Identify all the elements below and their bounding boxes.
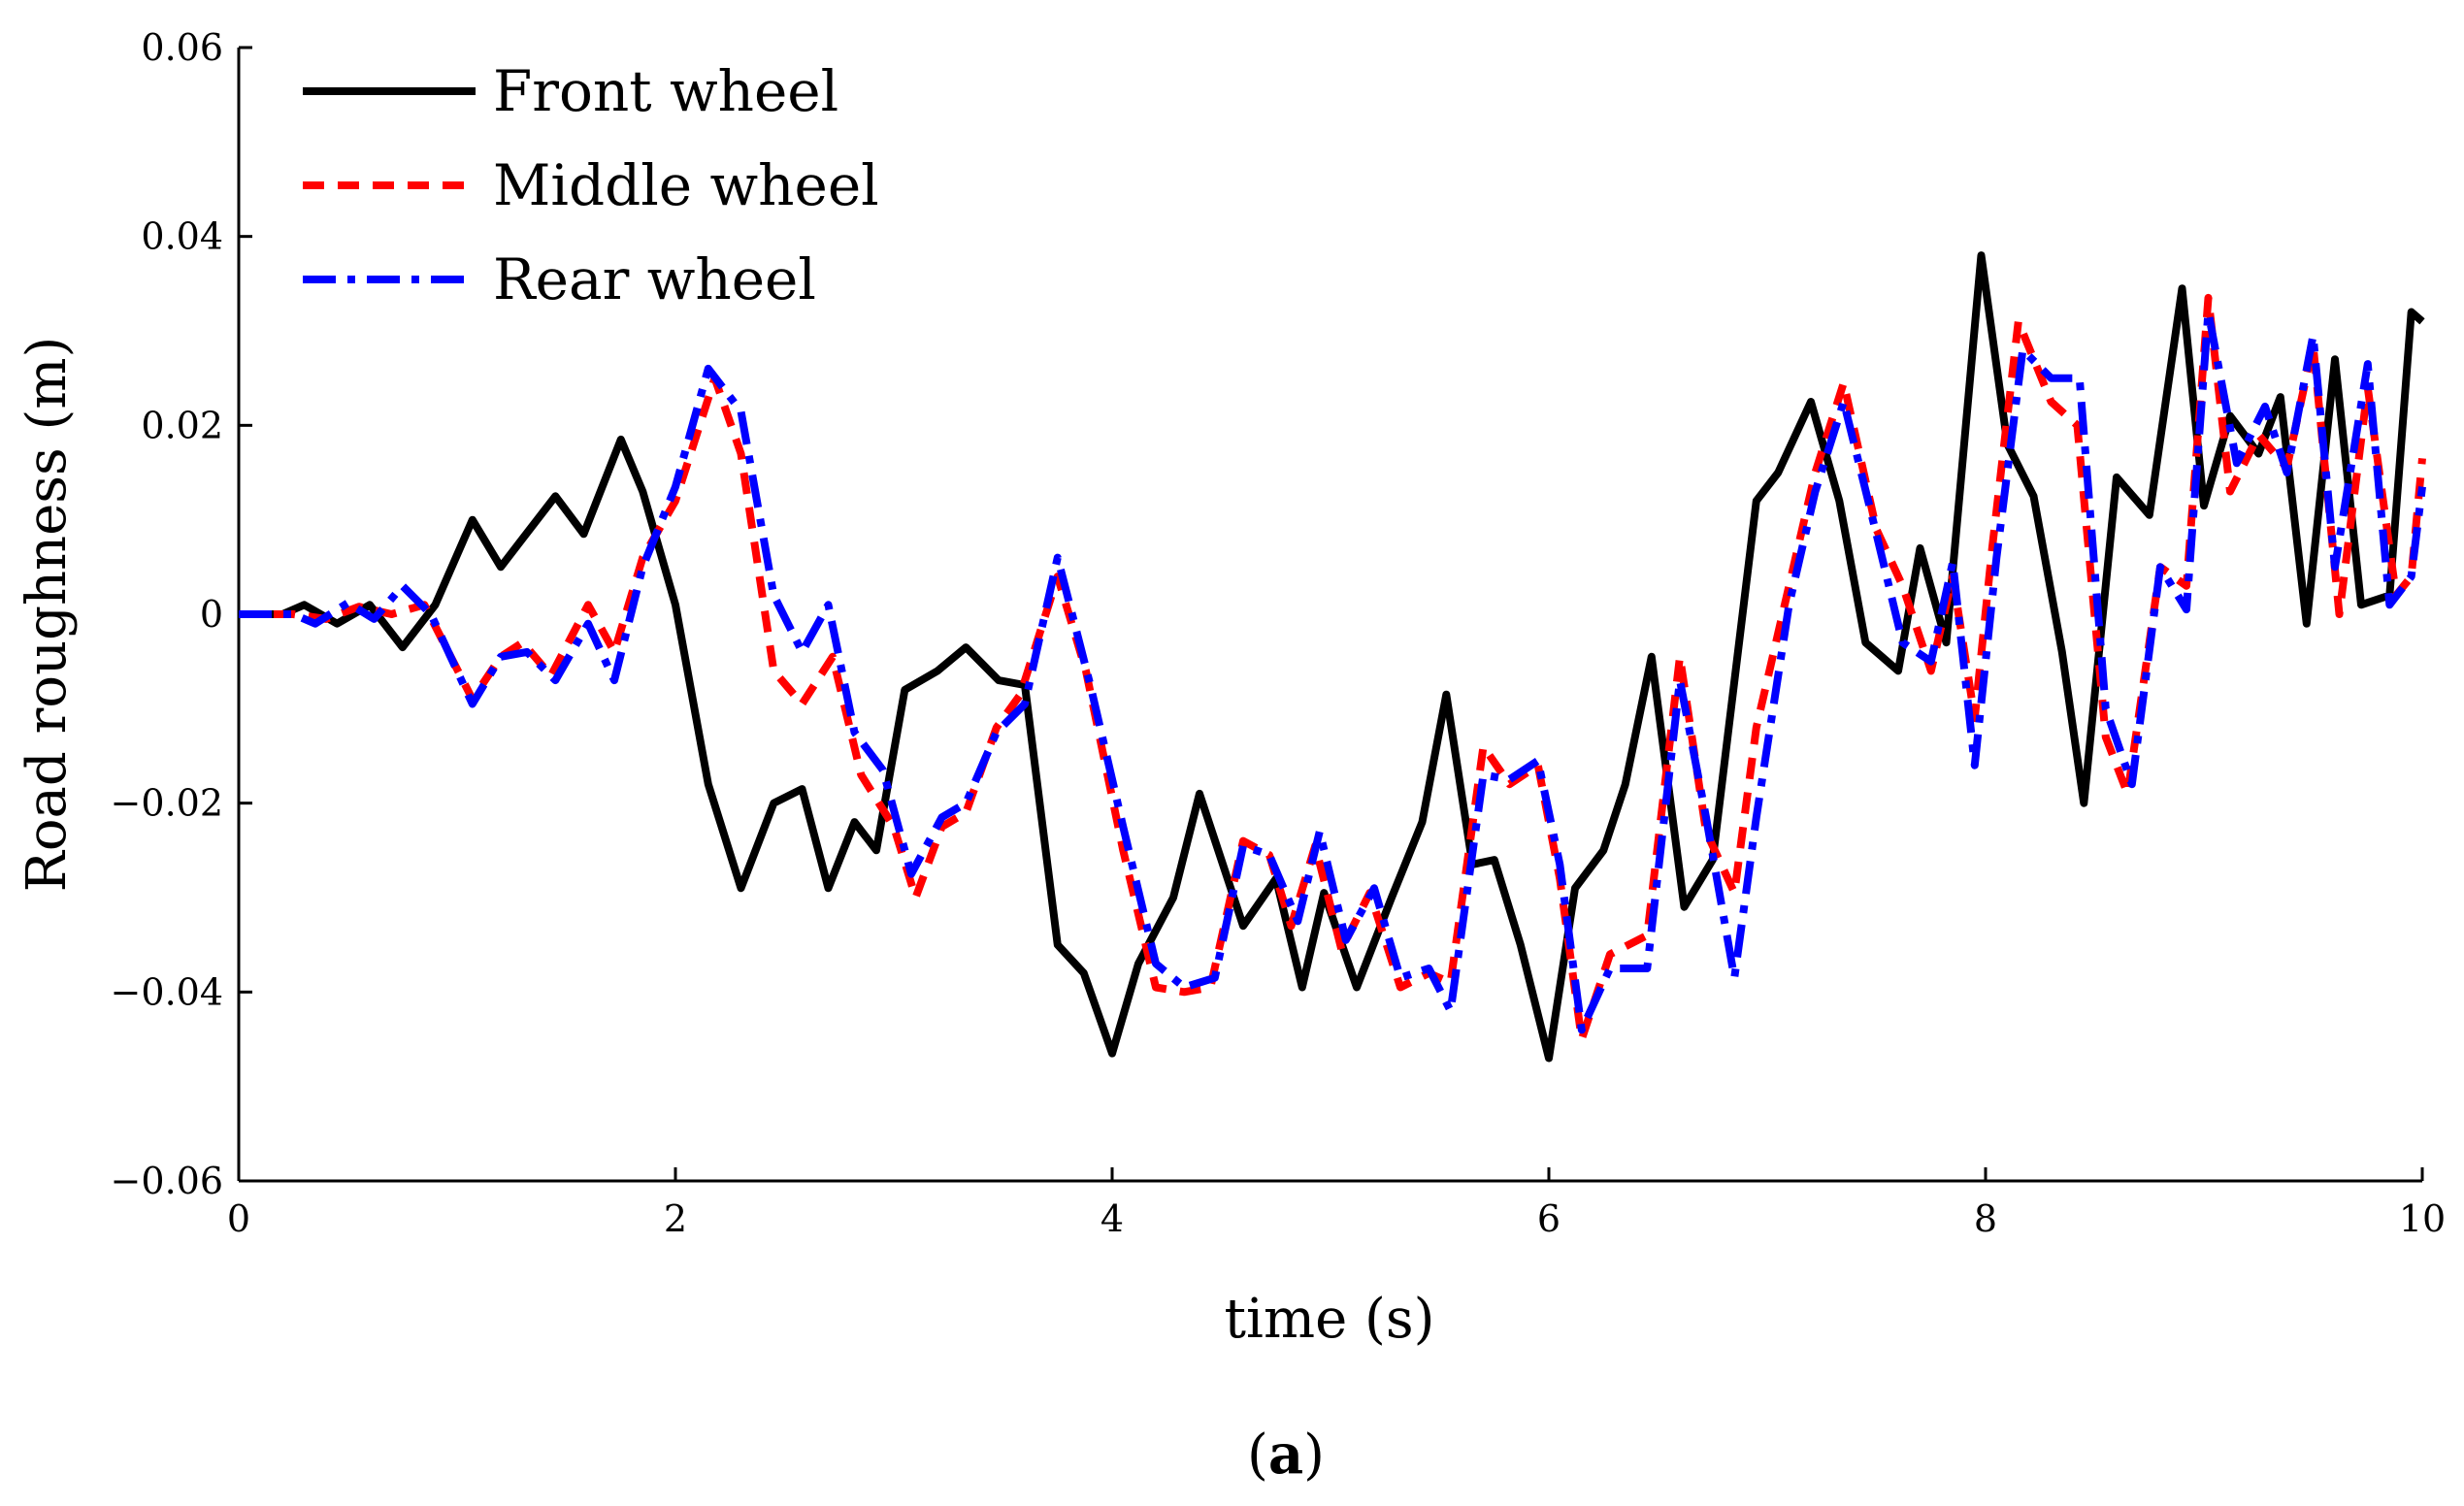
legend: Front wheel Middle wheel Rear wheel <box>303 58 879 312</box>
y-tick-label: −0.02 <box>111 782 223 825</box>
x-axis-label: time (s) <box>1225 1288 1435 1351</box>
panel-label-close: ) <box>1303 1424 1325 1487</box>
y-tick-label: 0.04 <box>141 215 223 258</box>
legend-label: Middle wheel <box>493 152 879 218</box>
y-tick-label: 0 <box>200 593 223 636</box>
x-ticks: 0 2 4 6 8 10 <box>227 1167 2446 1240</box>
panel-label: (a) <box>1247 1423 1325 1487</box>
y-tick-label: −0.06 <box>111 1160 223 1202</box>
y-axis-label: Road roughness (m) <box>16 337 79 893</box>
y-ticks: −0.06 −0.04 −0.02 0 0.02 0.04 0.06 <box>111 26 252 1202</box>
panel-label-letter: a <box>1268 1423 1303 1487</box>
panel-label-open: ( <box>1247 1424 1268 1487</box>
series-line-middle-wheel <box>239 293 2426 1043</box>
x-tick-label: 4 <box>1101 1197 1124 1240</box>
legend-label: Rear wheel <box>493 246 816 312</box>
x-tick-label: 10 <box>2399 1197 2446 1240</box>
y-tick-label: −0.04 <box>111 970 223 1013</box>
legend-label: Front wheel <box>493 58 838 124</box>
y-tick-label: 0.06 <box>141 26 223 69</box>
series-line-front-wheel <box>239 251 2425 1063</box>
x-tick-label: 2 <box>664 1197 687 1240</box>
series-line-rear-wheel <box>239 308 2426 1034</box>
y-tick-label: 0.02 <box>141 404 223 446</box>
plot-lines <box>239 251 2426 1063</box>
x-tick-label: 0 <box>227 1197 250 1240</box>
x-tick-label: 8 <box>1974 1197 1997 1240</box>
x-tick-label: 6 <box>1537 1197 1561 1240</box>
